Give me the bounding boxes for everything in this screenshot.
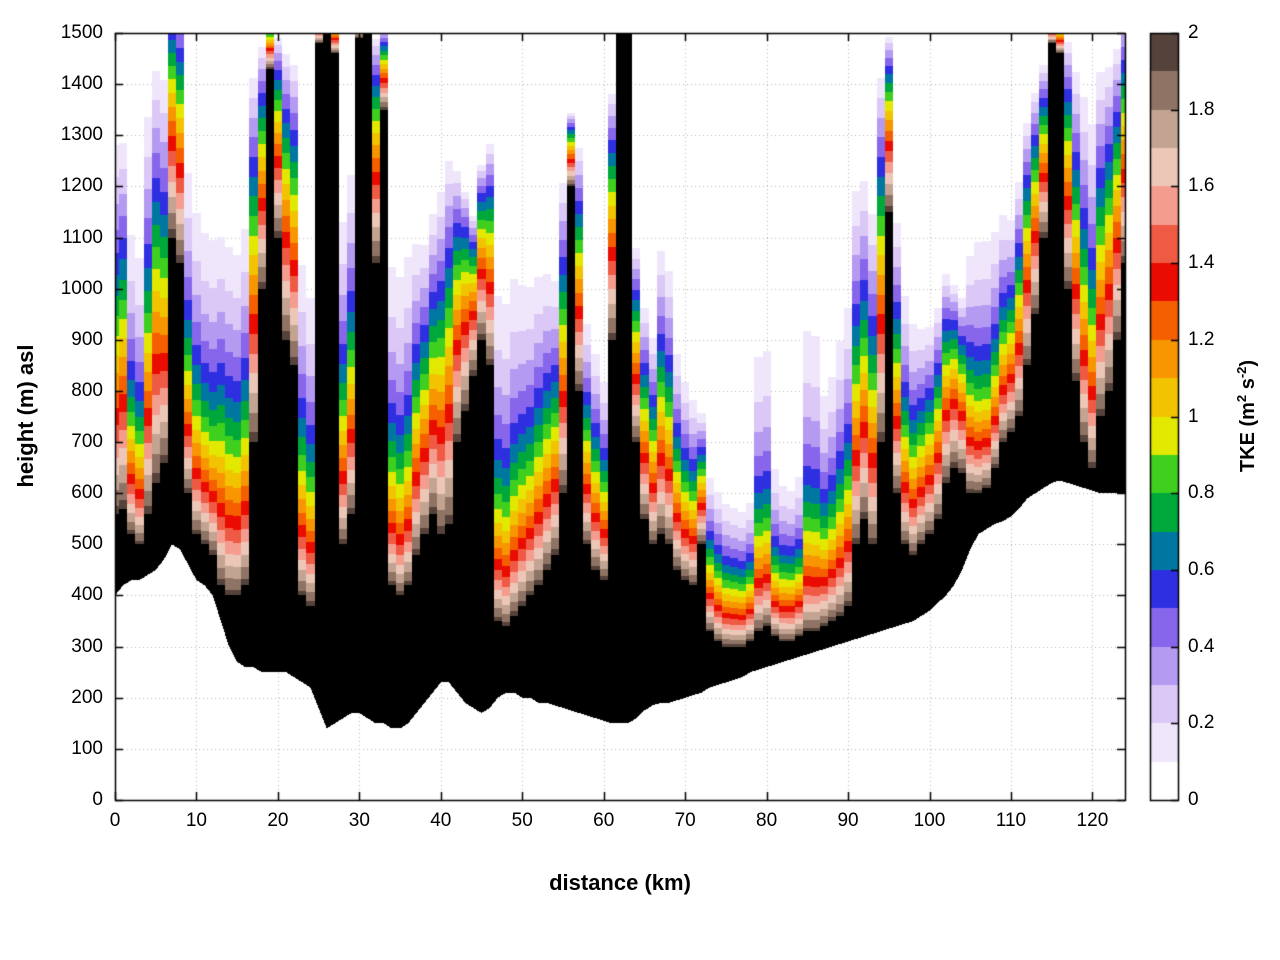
x-tick-label: 10 (185, 810, 208, 831)
y-tick-label: 500 (71, 533, 103, 555)
y-tick-label: 600 (71, 482, 103, 504)
cb-tick-label: 1.2 (1188, 328, 1215, 350)
cb-tick-label: 0.6 (1188, 558, 1215, 580)
colorbar-label-sup-s2: -2 (1234, 366, 1250, 379)
x-tick-label: 60 (593, 810, 615, 831)
colorbar-label: TKE (m2 s-2) (1234, 360, 1260, 472)
colorbar-label-prefix: TKE (m (1236, 402, 1259, 473)
cb-tick-label: 1.4 (1188, 252, 1215, 274)
colorbar-label-suffix: ) (1236, 359, 1259, 367)
x-tick-label: 20 (267, 810, 289, 831)
cb-tick-label: 0.2 (1188, 712, 1215, 734)
cb-tick-label: 2 (1188, 22, 1199, 43)
x-tick-label: 40 (430, 810, 452, 831)
colorbar-label-sup-m2: 2 (1234, 394, 1250, 403)
x-tick-label: 30 (348, 810, 370, 831)
y-tick-label: 100 (71, 737, 103, 759)
y-tick-label: 300 (71, 635, 103, 657)
cb-tick-label: 0 (1188, 789, 1199, 810)
y-tick-label: 1200 (60, 175, 103, 197)
y-tick-label: 900 (71, 328, 103, 350)
y-tick-label: 800 (71, 379, 103, 401)
y-tick-label: 0 (92, 789, 103, 810)
x-tick-label: 0 (109, 810, 121, 831)
y-tick-label: 400 (71, 584, 103, 606)
cb-tick-label: 1.6 (1188, 175, 1215, 197)
y-tick-label: 1500 (60, 22, 103, 43)
x-tick-label: 50 (511, 810, 533, 831)
colorbar-label-mid: s (1236, 378, 1259, 395)
x-tick-label: 110 (995, 810, 1027, 831)
y-tick-label: 1000 (60, 277, 103, 299)
x-tick-label: 100 (913, 810, 946, 831)
y-tick-label: 1100 (62, 226, 103, 248)
cb-tick-label: 1.8 (1188, 98, 1215, 120)
x-tick-label: 80 (756, 810, 778, 831)
x-tick-label: 70 (674, 810, 696, 831)
cb-tick-label: 0.8 (1188, 482, 1215, 504)
y-tick-label: 200 (71, 686, 103, 708)
y-tick-label: 700 (71, 431, 103, 453)
x-tick-label: 90 (837, 810, 859, 831)
cb-tick-label: 1 (1188, 405, 1199, 427)
x-axis-label: distance (km) (549, 870, 691, 895)
y-axis-label: height (m) asl (13, 344, 38, 488)
cb-tick-label: 0.4 (1188, 635, 1215, 657)
x-tick-label: 120 (1076, 810, 1109, 831)
y-tick-label: 1300 (60, 124, 103, 146)
y-tick-label: 1400 (60, 73, 103, 95)
